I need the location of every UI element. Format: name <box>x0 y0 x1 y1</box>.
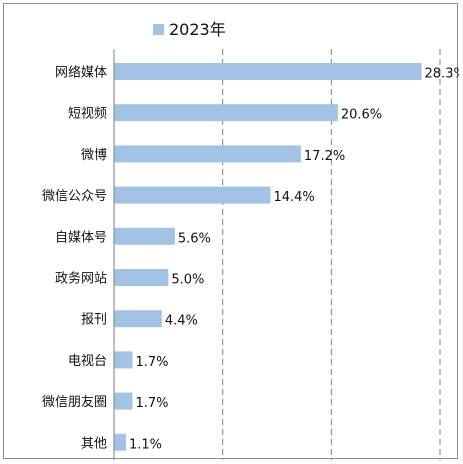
data-label: 5.6% <box>178 231 211 246</box>
legend-label: 2023年 <box>169 20 226 39</box>
category-label: 微博 <box>81 148 107 163</box>
category-label: 微信朋友圈 <box>42 394 107 410</box>
category-label: 微信公众号 <box>42 189 107 204</box>
legend-swatch <box>153 24 164 35</box>
category-label: 电视台 <box>68 354 107 369</box>
bar <box>114 186 271 204</box>
legend: 2023年 <box>153 20 226 39</box>
data-label: 20.6% <box>341 108 382 123</box>
bar <box>114 104 338 122</box>
bar <box>114 227 175 245</box>
bar <box>114 433 126 451</box>
data-label: 17.2% <box>304 149 345 164</box>
data-label: 28.3% <box>425 67 459 82</box>
bar <box>114 145 301 163</box>
bars <box>114 63 422 451</box>
grid-lines <box>222 49 441 460</box>
data-label: 5.0% <box>171 273 204 288</box>
data-label: 1.7% <box>135 396 168 411</box>
category-label: 其他 <box>81 436 107 451</box>
data-labels: 28.3% 20.6% 17.2% 14.4% 5.6% 5.0% 4.4% 1.7% 1.7%… <box>129 67 459 453</box>
bar <box>114 63 422 80</box>
bar <box>114 269 169 286</box>
bar <box>114 392 133 410</box>
category-label: 短视频 <box>68 107 107 122</box>
category-label: 政务网站 <box>55 271 107 287</box>
data-label: 1.7% <box>135 355 168 370</box>
bar-chart: 2023年 网络媒体短视频微博微信公众号自媒体号政务网站报刊电视台微信朋友圈其他… <box>42 20 459 460</box>
data-label: 14.4% <box>273 190 314 205</box>
category-label: 报刊 <box>81 313 107 328</box>
category-label: 自媒体号 <box>55 230 107 245</box>
bar <box>114 310 162 328</box>
bar <box>114 351 133 369</box>
data-label: 4.4% <box>165 314 198 329</box>
data-label: 1.1% <box>129 437 162 452</box>
category-label: 网络媒体 <box>55 65 107 81</box>
chart-frame: 2023年 网络媒体短视频微博微信公众号自媒体号政务网站报刊电视台微信朋友圈其他… <box>3 3 459 460</box>
